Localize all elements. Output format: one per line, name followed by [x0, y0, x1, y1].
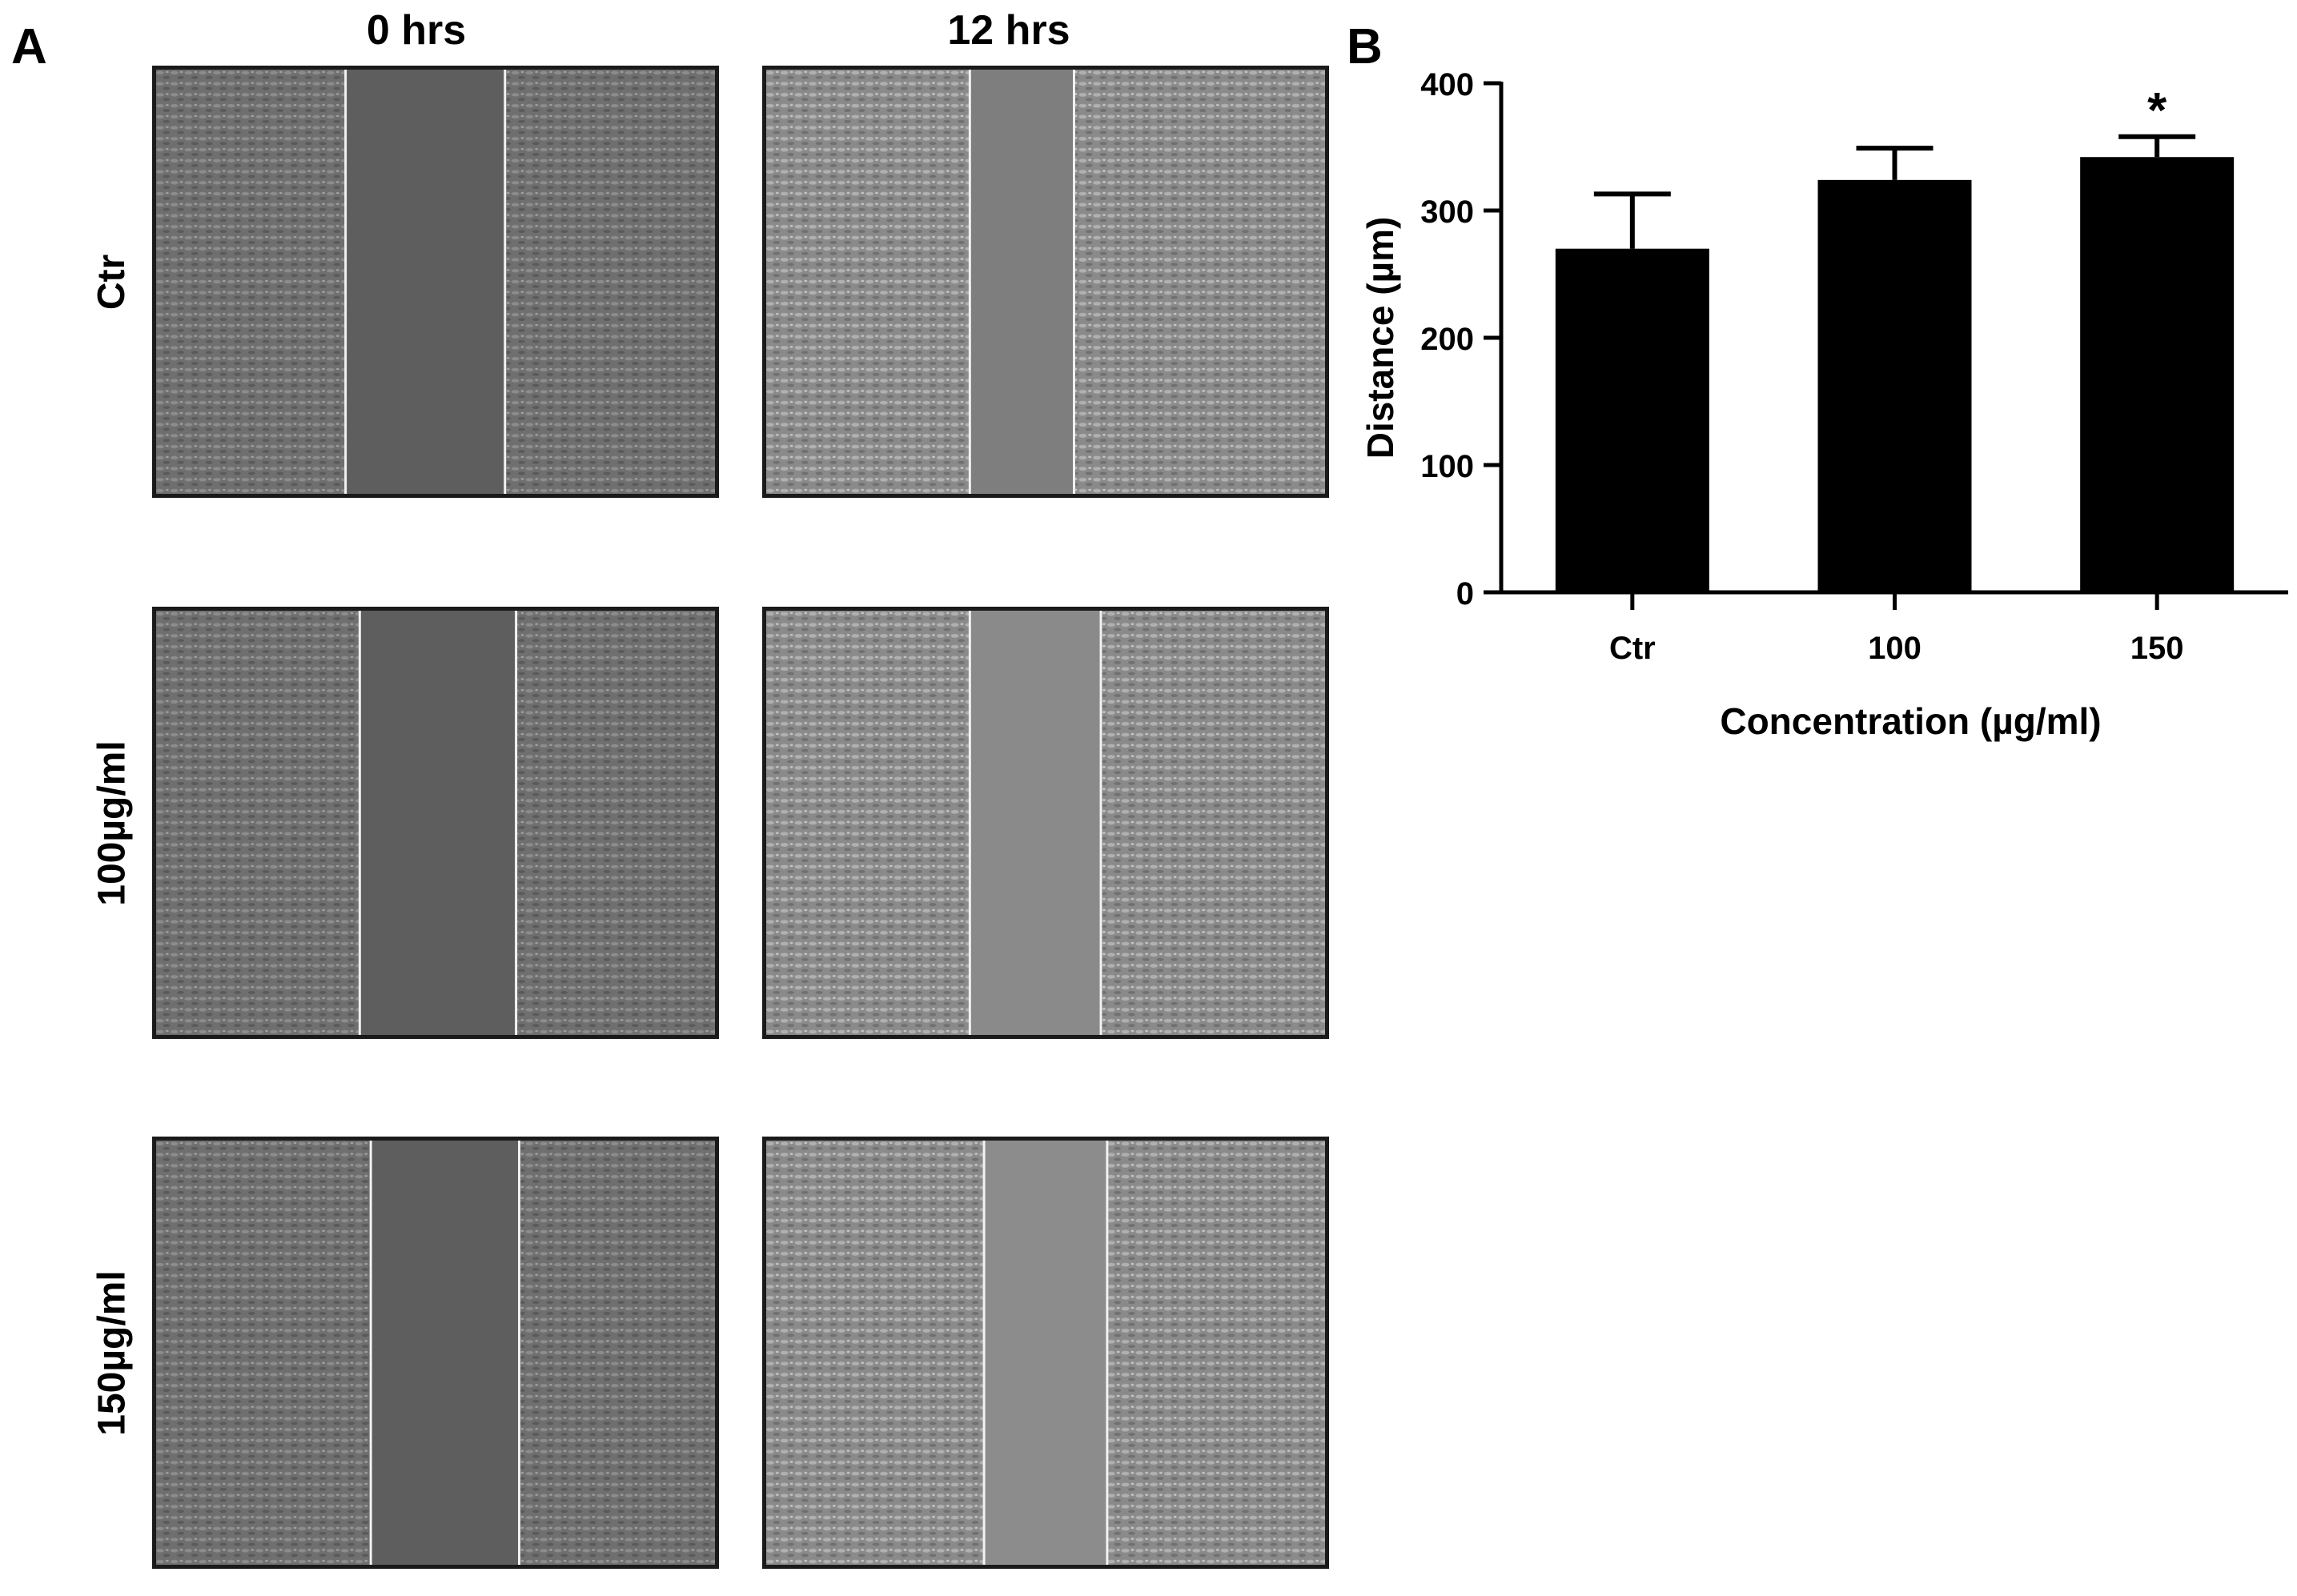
y-tick-label: 300: [1420, 194, 1474, 230]
micrograph-ctr-12hrs: [762, 66, 1329, 498]
micrograph-100-12hrs-art: [766, 611, 1325, 1035]
x-axis-label: Concentration (µg/ml): [1720, 700, 2101, 742]
micrograph-ctr-0hrs: [152, 66, 719, 498]
micrograph-ctr-0hrs-art: [156, 70, 715, 494]
row-label-100: 100µg/ml: [90, 740, 134, 906]
y-axis-label: Distance (µm): [1359, 217, 1401, 459]
y-tick-label: 100: [1420, 449, 1474, 484]
row-label-wrap-150: 150µg/ml: [80, 1137, 144, 1569]
column-header-12hrs: 12 hrs: [947, 7, 1070, 54]
micrograph-150-0hrs-art: [156, 1141, 715, 1565]
micrograph-100-12hrs: [762, 607, 1329, 1039]
bar-ctr: [1555, 248, 1709, 592]
row-label-ctr: Ctr: [90, 254, 134, 310]
panel-a-letter: A: [11, 19, 47, 74]
bar-100: [1817, 179, 1972, 593]
micrograph-ctr-12hrs-art: [766, 70, 1325, 494]
bar-150: [2080, 157, 2235, 593]
micrograph-150-12hrs: [762, 1137, 1329, 1569]
y-tick-label: 0: [1456, 576, 1474, 612]
column-header-0hrs: 0 hrs: [366, 7, 467, 54]
y-tick-label: 200: [1420, 322, 1474, 357]
x-tick-label: Ctr: [1609, 631, 1656, 666]
row-label-wrap-ctr: Ctr: [80, 66, 144, 498]
micrograph-150-0hrs: [152, 1137, 719, 1569]
bar-chart: 0 100 200 300 400 Ctr 100 150 * Concentration (µg…: [1359, 67, 2288, 742]
micrograph-100-0hrs: [152, 607, 719, 1039]
x-tick-label: 150: [2130, 631, 2184, 666]
panel-b-letter: B: [1347, 19, 1383, 74]
row-label-150: 150µg/ml: [90, 1269, 134, 1436]
y-tick-label: 400: [1420, 67, 1474, 102]
significance-marker: *: [2147, 83, 2167, 138]
micrograph-100-0hrs-art: [156, 611, 715, 1035]
x-tick-label: 100: [1868, 631, 1922, 666]
micrograph-150-12hrs-art: [766, 1141, 1325, 1565]
row-label-wrap-100: 100µg/ml: [80, 607, 144, 1039]
